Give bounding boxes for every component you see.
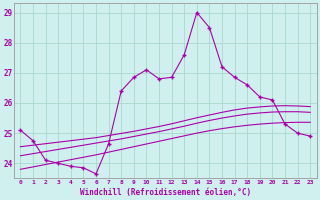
X-axis label: Windchill (Refroidissement éolien,°C): Windchill (Refroidissement éolien,°C) [80,188,251,197]
